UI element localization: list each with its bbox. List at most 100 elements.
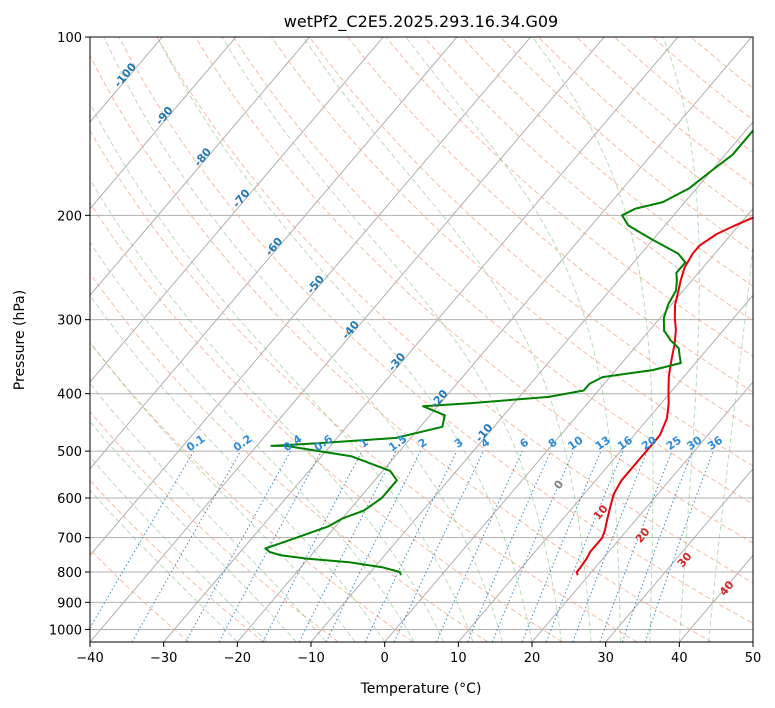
y-tick-label: 200 bbox=[57, 209, 82, 224]
dry-adiabat-line bbox=[690, 37, 753, 89]
moist-adiabat-line bbox=[662, 37, 700, 642]
isotherm-line bbox=[752, 641, 753, 642]
moist-adiabat-line bbox=[90, 294, 386, 642]
mixing-ratio-label: 3 bbox=[452, 436, 466, 451]
isotherm-label: -40 bbox=[339, 318, 362, 342]
mixing-ratio-label: 10 bbox=[566, 433, 586, 453]
y-tick-label: 100 bbox=[57, 31, 82, 46]
dry-adiabat-line bbox=[118, 37, 753, 624]
mixing-ratio-label: 36 bbox=[705, 433, 725, 453]
x-tick-label: 50 bbox=[745, 651, 762, 666]
mixing-ratio-label: 20 bbox=[639, 433, 659, 453]
isotherm-line bbox=[163, 37, 679, 642]
mixing-ratio-label: 6 bbox=[517, 436, 531, 451]
mixing-ratio-line bbox=[467, 450, 552, 642]
y-tick-label: 500 bbox=[57, 445, 82, 460]
moist-adiabat-line bbox=[221, 37, 562, 642]
x-tick-label: −30 bbox=[150, 651, 177, 666]
dry-adiabat-line bbox=[90, 548, 190, 642]
isotherm-label: -80 bbox=[191, 145, 214, 169]
moist-adiabat-line bbox=[302, 37, 592, 642]
mixing-ratio-line bbox=[599, 450, 673, 642]
isotherm-line bbox=[310, 121, 753, 642]
mixing-ratio-line bbox=[90, 450, 195, 629]
x-tick-label: 10 bbox=[450, 651, 467, 666]
moist-adiabat-label: 40 bbox=[717, 578, 737, 598]
moist-adiabat-line bbox=[90, 102, 474, 642]
mixing-ratio-label: 2 bbox=[416, 436, 430, 451]
y-tick-label: 300 bbox=[57, 314, 82, 329]
background-lines bbox=[90, 37, 753, 642]
moist-adiabat-line bbox=[90, 341, 356, 642]
dry-adiabat-line bbox=[232, 37, 753, 505]
moist-adiabat-line bbox=[90, 420, 297, 642]
isotherm-line bbox=[236, 37, 752, 642]
dry-adiabat-line bbox=[90, 54, 712, 642]
isotherm-label: -70 bbox=[230, 186, 253, 210]
isotherm-line bbox=[90, 37, 605, 642]
y-tick-label: 700 bbox=[57, 532, 82, 547]
dry-adiabat-line bbox=[423, 37, 753, 322]
dry-adiabat-line bbox=[90, 272, 488, 642]
x-axis: −40 −30 −20 −10 0 10 20 30 40 50 bbox=[76, 642, 761, 666]
dry-adiabat-line bbox=[90, 479, 264, 642]
isotherm-line bbox=[90, 37, 531, 557]
x-tick-label: 20 bbox=[524, 651, 541, 666]
dry-adiabat-line bbox=[347, 37, 753, 393]
mixing-ratio-line bbox=[491, 450, 574, 642]
y-tick-label: 900 bbox=[57, 596, 82, 611]
y-tick-label: 600 bbox=[57, 492, 82, 507]
mixing-ratio-line bbox=[572, 450, 648, 642]
x-tick-label: −40 bbox=[76, 651, 103, 666]
moist-adiabat-line bbox=[90, 382, 327, 642]
dry-adiabat-line bbox=[194, 37, 753, 544]
isotherm-line bbox=[90, 37, 310, 297]
isotherm-line bbox=[90, 37, 384, 383]
moist-adiabat-line bbox=[103, 37, 503, 642]
mixing-ratio-line bbox=[298, 450, 397, 642]
moist-adiabat-line bbox=[90, 456, 268, 642]
plot-frame bbox=[89, 36, 754, 643]
isotherm-label: -90 bbox=[153, 104, 176, 128]
moist-adiabat-label: 0 bbox=[551, 477, 566, 491]
mixing-ratio-line bbox=[545, 450, 624, 642]
mixing-ratio-line bbox=[131, 450, 242, 642]
isotherm-line bbox=[605, 467, 753, 642]
moist-adiabat-line bbox=[405, 37, 621, 642]
y-axis: 100 200 300 400 500 600 700 800 900 1000 bbox=[49, 31, 90, 638]
isotherm-line bbox=[90, 37, 237, 210]
mixing-ratio-line bbox=[218, 450, 322, 642]
mixing-ratio-line bbox=[521, 450, 602, 642]
isotherm-line bbox=[384, 207, 753, 642]
dewpoint-profile-line bbox=[264, 129, 753, 576]
dry-adiabat-line bbox=[90, 202, 563, 642]
moist-adiabat-label: 20 bbox=[633, 525, 653, 545]
isotherm-label: -30 bbox=[386, 350, 409, 374]
dry-adiabat-line bbox=[309, 37, 753, 430]
y-tick-label: 800 bbox=[57, 566, 82, 581]
isotherm-label: -10 bbox=[473, 421, 496, 445]
line-labels: 0.1 0.2 0.4 0.6 1 1.5 2 3 4 6 8 10 13 16 20 25 30 36-100-… bbox=[111, 60, 736, 598]
sounding-series bbox=[264, 129, 753, 576]
mixing-ratio-line bbox=[621, 450, 693, 642]
dry-adiabat-line bbox=[537, 37, 753, 219]
mixing-ratio-line bbox=[393, 450, 484, 642]
y-tick-label: 1000 bbox=[49, 623, 82, 638]
mixing-ratio-line bbox=[644, 450, 714, 642]
moist-adiabat-line bbox=[90, 489, 238, 642]
isotherm-line bbox=[457, 294, 753, 642]
mixing-ratio-label: 13 bbox=[593, 434, 613, 453]
dry-adiabat-line bbox=[385, 37, 753, 357]
x-tick-label: 30 bbox=[597, 651, 614, 666]
mixing-ratio-label: 16 bbox=[615, 433, 635, 453]
mixing-ratio-line bbox=[262, 450, 363, 642]
x-axis-title: Temperature (°C) bbox=[360, 681, 482, 697]
x-tick-label: 0 bbox=[381, 651, 389, 666]
dry-adiabat-line bbox=[614, 37, 753, 153]
y-axis-title: Pressure (hPa) bbox=[12, 290, 28, 390]
mixing-ratio-label: 1 bbox=[357, 436, 371, 451]
dry-adiabat-line bbox=[156, 37, 753, 584]
isotherm-label: -60 bbox=[263, 235, 286, 259]
moist-adiabat-line bbox=[532, 37, 654, 642]
